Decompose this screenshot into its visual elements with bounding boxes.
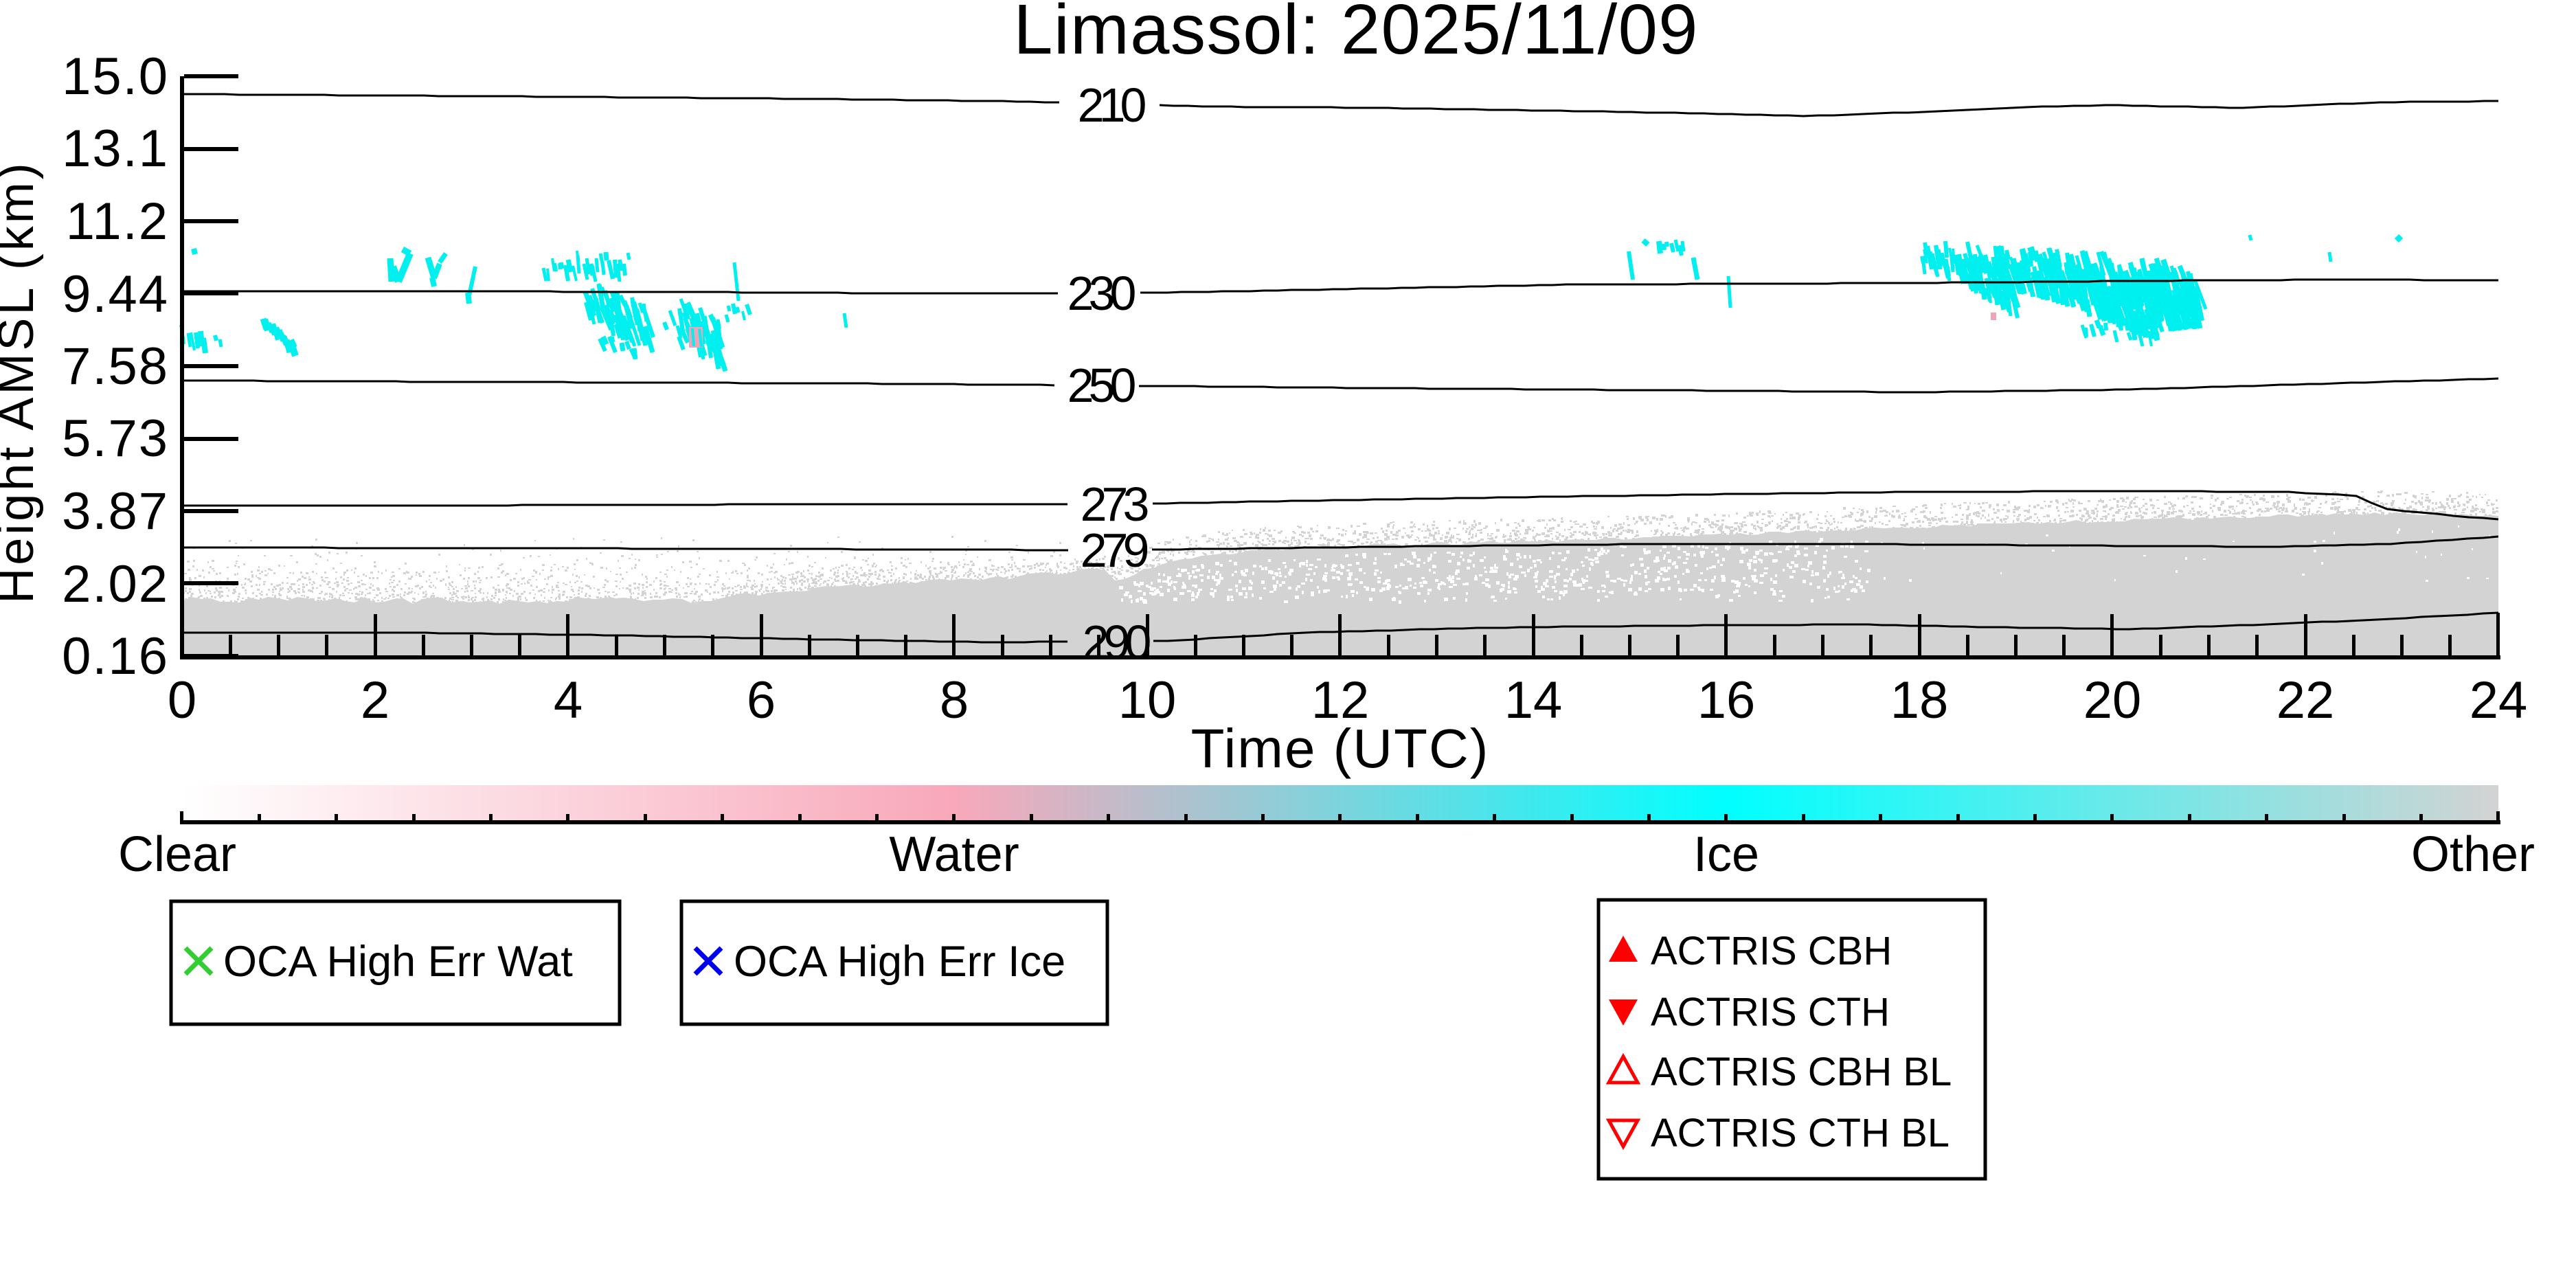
- svg-text:3.87: 3.87: [62, 482, 169, 541]
- svg-text:9.44: 9.44: [62, 265, 169, 324]
- svg-text:6: 6: [747, 671, 776, 730]
- svg-text:20: 20: [2083, 671, 2142, 730]
- svg-text:Height AMSL (km): Height AMSL (km): [0, 160, 44, 603]
- svg-text:5.73: 5.73: [62, 409, 169, 468]
- svg-text:Limassol: 2025/11/09: Limassol: 2025/11/09: [1013, 0, 1699, 69]
- svg-text:ACTRIS CTH: ACTRIS CTH: [1651, 990, 1890, 1035]
- svg-text:290: 290: [1083, 615, 1151, 669]
- svg-text:273: 273: [1081, 477, 1148, 531]
- svg-text:OCA High Err Wat: OCA High Err Wat: [223, 938, 573, 986]
- svg-text:Other: Other: [2411, 827, 2535, 882]
- svg-text:2: 2: [361, 671, 389, 730]
- svg-text:Clear: Clear: [118, 827, 236, 882]
- svg-text:16: 16: [1697, 671, 1756, 730]
- svg-text:OCA High Err Ice: OCA High Err Ice: [734, 938, 1065, 986]
- svg-text:10: 10: [1118, 671, 1177, 730]
- svg-text:11.2: 11.2: [66, 192, 169, 251]
- svg-text:ACTRIS CBH BL: ACTRIS CBH BL: [1651, 1050, 1952, 1094]
- svg-text:24: 24: [2470, 671, 2528, 730]
- svg-text:Water: Water: [889, 827, 1019, 882]
- svg-text:Ice: Ice: [1693, 827, 1759, 882]
- svg-text:250: 250: [1067, 359, 1136, 412]
- svg-text:ACTRIS CBH: ACTRIS CBH: [1651, 929, 1892, 973]
- svg-text:279: 279: [1081, 523, 1148, 577]
- svg-text:18: 18: [1890, 671, 1949, 730]
- svg-text:2.02: 2.02: [62, 555, 169, 613]
- svg-text:Time (UTC): Time (UTC): [1191, 718, 1490, 779]
- svg-text:ACTRIS CTH BL: ACTRIS CTH BL: [1651, 1111, 1950, 1155]
- svg-text:0: 0: [168, 671, 196, 730]
- svg-text:8: 8: [940, 671, 969, 730]
- svg-text:7.58: 7.58: [62, 337, 169, 396]
- svg-text:0.16: 0.16: [62, 627, 169, 686]
- svg-text:210: 210: [1078, 78, 1146, 132]
- svg-text:15.0: 15.0: [62, 47, 169, 106]
- svg-text:22: 22: [2276, 671, 2335, 730]
- svg-text:4: 4: [554, 671, 583, 730]
- svg-text:13.1: 13.1: [62, 120, 169, 178]
- svg-text:230: 230: [1067, 267, 1136, 320]
- svg-text:14: 14: [1504, 671, 1563, 730]
- svg-text:12: 12: [1311, 671, 1370, 730]
